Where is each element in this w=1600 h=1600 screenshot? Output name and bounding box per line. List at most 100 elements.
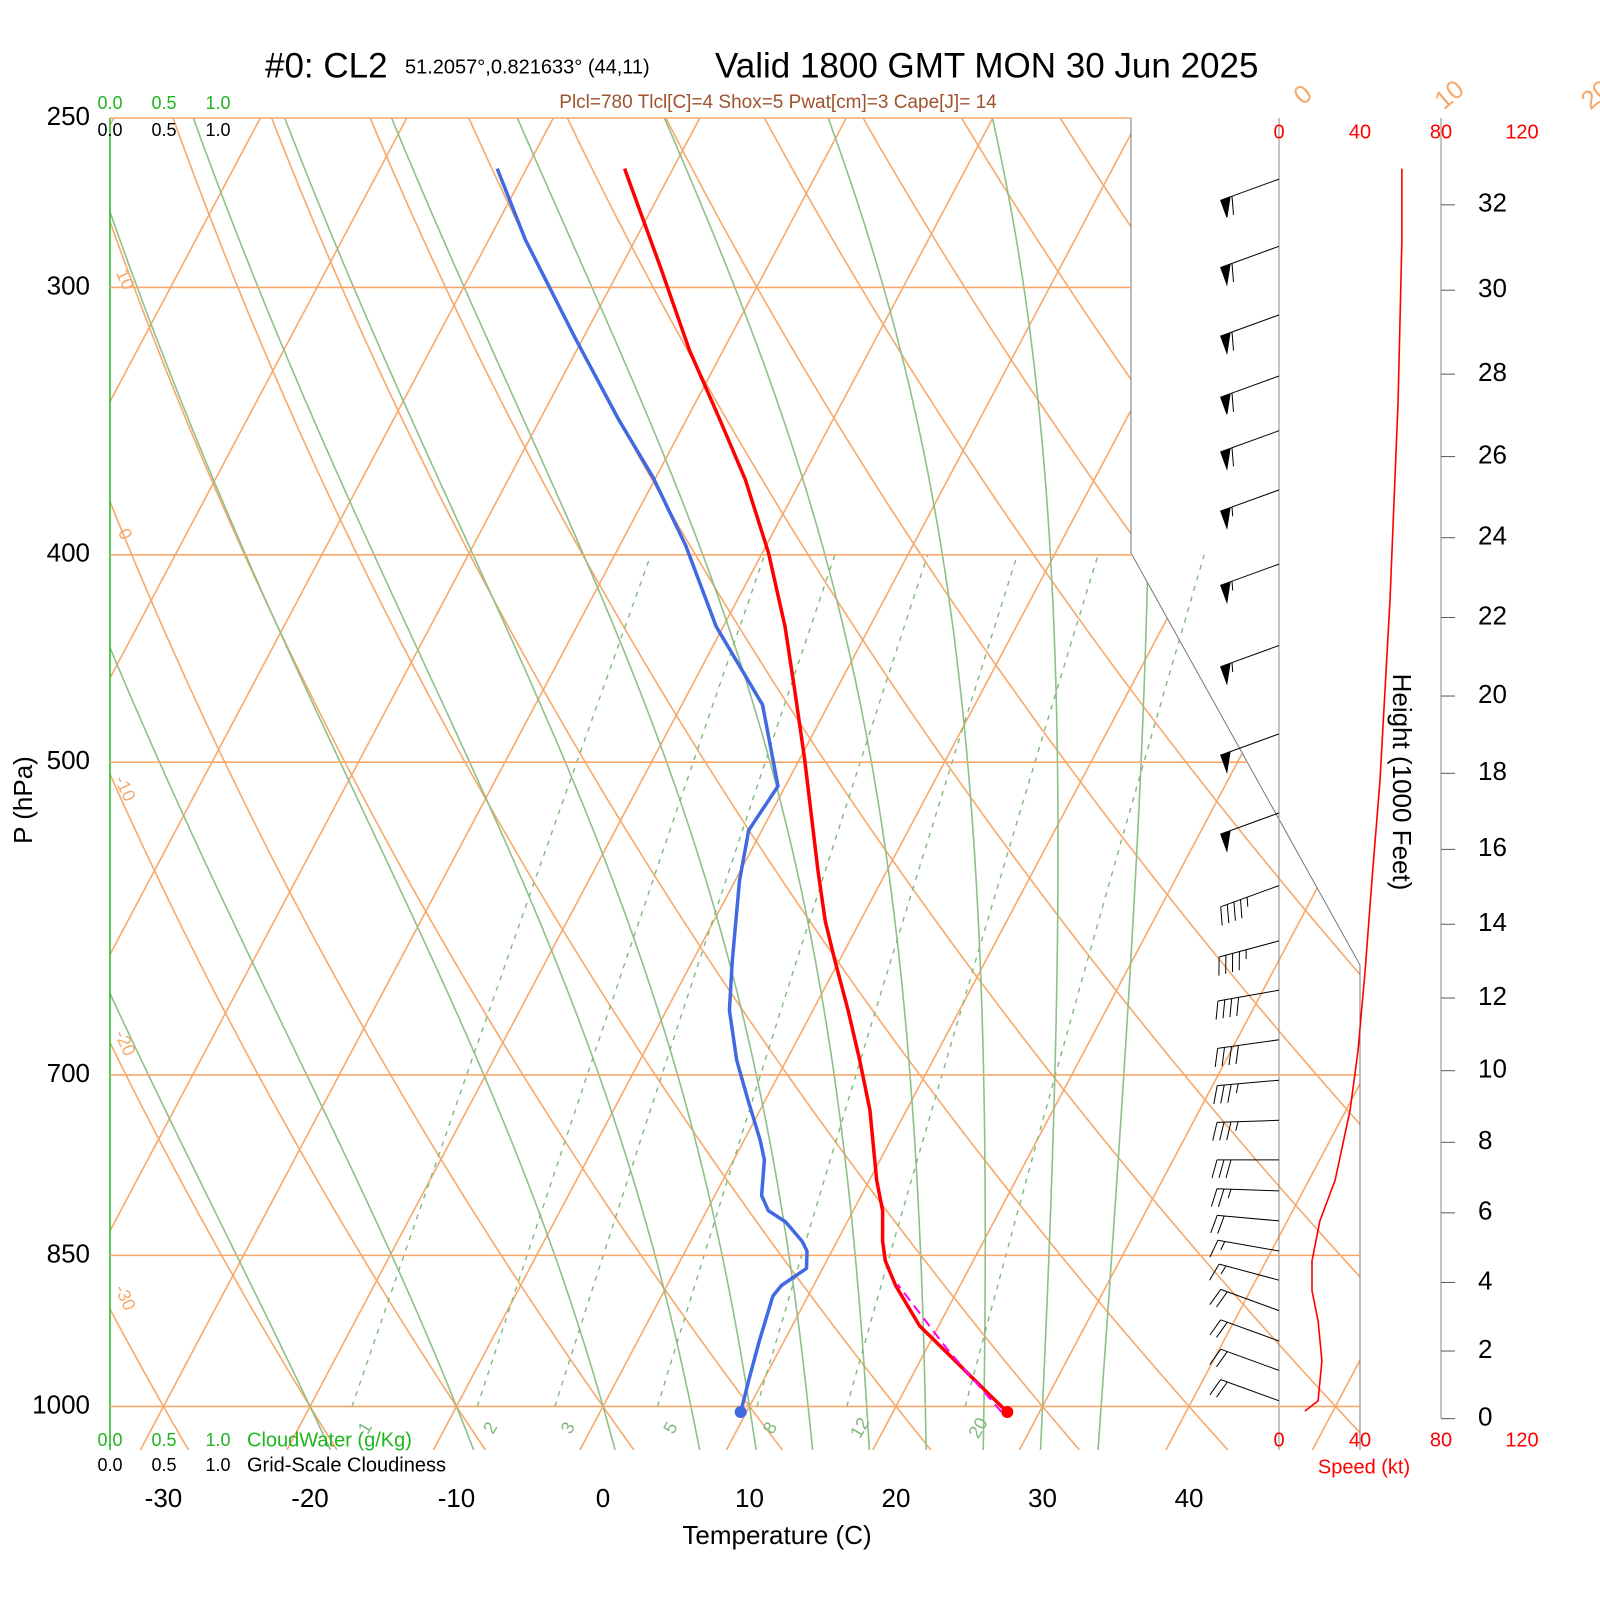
mixing-ratio-line <box>756 554 1019 1407</box>
moist-adiabat <box>283 118 757 1450</box>
isotherm <box>286 118 994 1450</box>
y2-tick-label: 4 <box>1478 1265 1492 1295</box>
wind-barb <box>1220 375 1280 415</box>
wind-barb <box>1220 245 1280 287</box>
cloud-axis-label: CloudWater (g/Kg) <box>247 1429 412 1451</box>
dry-adiabat <box>110 118 487 1450</box>
dry-adiabat <box>665 118 1360 1450</box>
y2-tick-label: 8 <box>1478 1125 1492 1155</box>
moist-adiabat <box>827 118 987 1450</box>
plot-border <box>1130 118 1361 1450</box>
wind-barb <box>1209 1319 1280 1342</box>
subtitle: Plcl=780 Tlcl[C]=4 Shox=5 Pwat[cm]=3 Cap… <box>559 92 997 113</box>
cloud-tick-label: 0.5 <box>151 93 176 113</box>
y2-tick-label: 28 <box>1478 357 1507 387</box>
y2-tick-label: 0 <box>1478 1402 1492 1432</box>
x-tick-label: -10 <box>438 1483 476 1513</box>
isotherm <box>110 118 555 1450</box>
dry-adiabat <box>172 118 932 1450</box>
cloud-tick-label: 0.5 <box>151 1430 176 1450</box>
y2-tick-label: 22 <box>1478 600 1507 630</box>
wind-barb <box>1220 178 1280 218</box>
wind-barb <box>1220 314 1280 355</box>
y2-axis-label: Height (1000 Feet) <box>1387 674 1417 891</box>
cloud-tick-label: 0.5 <box>151 1455 176 1475</box>
wind-speed-line <box>1304 168 1403 1412</box>
parcel-line <box>896 1283 1003 1413</box>
moist-adiabat <box>390 118 814 1450</box>
x-tick-label: 20 <box>882 1483 911 1513</box>
wind-barb <box>1211 1159 1279 1179</box>
x-tick-label: 40 <box>1175 1483 1204 1513</box>
y2-tick-label: 20 <box>1478 679 1507 709</box>
y-tick-label: 850 <box>47 1238 90 1268</box>
moist-adiabat <box>110 118 475 1450</box>
y-tick-label: 700 <box>47 1058 90 1088</box>
speed-tick-label: 120 <box>1505 121 1538 143</box>
wind-barb <box>1212 1119 1280 1141</box>
speed-axis-label: Speed (kt) <box>1318 1456 1410 1478</box>
wind-barb <box>1220 733 1280 774</box>
y2-tick-label: 18 <box>1478 756 1507 786</box>
wind-barb <box>1218 940 1280 976</box>
wind-barb <box>1210 1214 1280 1234</box>
isotherm <box>432 118 1141 1450</box>
moist-adiabat <box>192 118 701 1450</box>
cloud-tick-label: 1.0 <box>205 1455 230 1475</box>
wind-barb <box>1220 645 1280 686</box>
wind-barb <box>1209 1239 1280 1258</box>
moist-adiabat <box>516 118 871 1450</box>
y-tick-label: 400 <box>47 538 90 568</box>
y-axis-label: P (hPa) <box>8 756 38 844</box>
cloud-tick-label: 1.0 <box>205 1430 230 1450</box>
y-tick-label: 250 <box>47 101 90 131</box>
wind-barb <box>1220 430 1280 471</box>
wind-barb <box>1220 489 1280 530</box>
mixing-ratio-line <box>351 554 652 1407</box>
dry-adiabat <box>763 118 1360 1450</box>
speed-tick-label: 40 <box>1349 121 1371 143</box>
dry-adiabat <box>110 118 635 1450</box>
x-axis-label: Temperature (C) <box>682 1520 871 1550</box>
cloud-tick-label: 0.5 <box>151 120 176 140</box>
isotherm <box>139 118 848 1450</box>
cloud-tick-label: 0.0 <box>97 93 122 113</box>
isotherm <box>872 118 1360 1450</box>
dewpoint-line <box>495 167 809 1413</box>
y-tick-label: 1000 <box>32 1389 90 1419</box>
dewpoint-surface-dot <box>734 1405 747 1418</box>
x-tick-label: 0 <box>596 1483 610 1513</box>
dry-adiabat <box>960 118 1360 1450</box>
dry-adiabat <box>110 118 338 1450</box>
cloud-tick-label: 0.0 <box>97 120 122 140</box>
location: 51.2057°,0.821633° (44,11) <box>405 56 650 78</box>
temperature-surface-dot <box>1001 1405 1014 1418</box>
y2-tick-label: 24 <box>1478 521 1507 551</box>
moist-adiabat <box>110 118 616 1450</box>
mixing-ratio-line <box>964 554 1205 1407</box>
x-tick-label: -20 <box>291 1483 329 1513</box>
dry-adiabat <box>270 118 1081 1450</box>
y2-tick-label: 10 <box>1478 1054 1507 1084</box>
y2-tick-label: 16 <box>1478 832 1507 862</box>
cloud-tick-label: 0.0 <box>97 1455 122 1475</box>
moist-adiabat <box>663 118 927 1450</box>
y2-tick-label: 32 <box>1478 188 1507 218</box>
speed-tick-label: 0 <box>1273 121 1284 143</box>
wind-barb <box>1214 1039 1280 1067</box>
wind-barb <box>1220 885 1280 926</box>
dry-adiabat <box>566 118 1360 1450</box>
wind-barb <box>1213 1079 1280 1105</box>
wind-barb <box>1220 563 1280 605</box>
y2-tick-label: 12 <box>1478 981 1507 1011</box>
isotherm <box>1018 118 1360 1450</box>
isotherm <box>110 118 408 1450</box>
x-tick-label: 30 <box>1028 1483 1057 1513</box>
wind-barb <box>1215 989 1280 1020</box>
wind-barb <box>1209 1288 1280 1312</box>
dry-adiabat <box>110 118 784 1450</box>
moist-adiabat <box>991 118 1059 1450</box>
speed-tick-label: 120 <box>1505 1429 1538 1451</box>
